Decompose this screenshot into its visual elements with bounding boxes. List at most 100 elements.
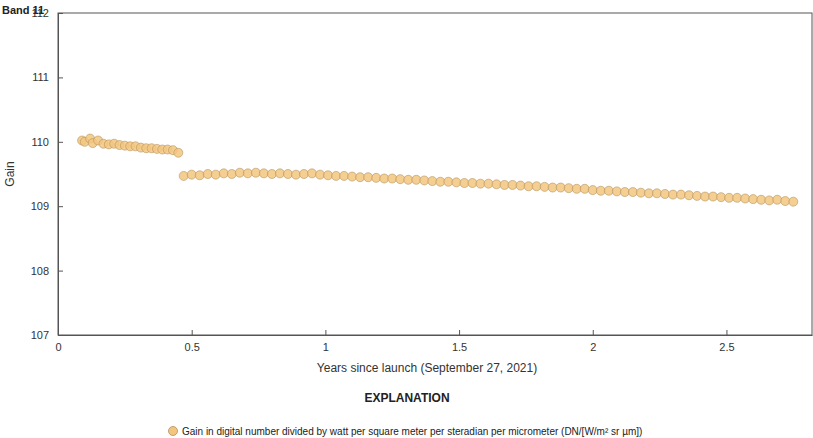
data-point [781, 197, 790, 206]
data-point [765, 196, 774, 205]
data-point [259, 169, 268, 178]
data-point [324, 171, 333, 180]
x-tick-label: 0.5 [185, 341, 200, 353]
x-tick: 1 [323, 330, 329, 353]
y-tick-label: 111 [32, 71, 49, 83]
data-point [660, 189, 669, 198]
data-point [195, 171, 204, 180]
data-point [219, 169, 228, 178]
legend: EXPLANATIONGain in digital number divide… [169, 391, 643, 437]
data-point [789, 197, 798, 206]
data-point [636, 188, 645, 197]
data-point [203, 170, 212, 179]
data-point [283, 170, 292, 179]
data-point [717, 193, 726, 202]
x-axis: 0 0.5 1 1.5 2 2.5 [55, 330, 812, 353]
data-point [428, 177, 437, 186]
x-tick-label: 2.5 [719, 341, 734, 353]
x-axis-title: Years since launch (September 27, 2021) [317, 361, 537, 375]
data-point [540, 182, 549, 191]
data-point [243, 169, 252, 178]
data-point [396, 175, 405, 184]
y-tick: 108 [31, 265, 63, 277]
data-point [187, 170, 196, 179]
data-point [340, 171, 349, 180]
data-point [652, 189, 661, 198]
data-point [468, 179, 477, 188]
data-point [291, 170, 300, 179]
chart: 00.511.522.5107108109110111112Band 11Gai… [0, 0, 813, 438]
data-point [452, 178, 461, 187]
x-tick-mark [593, 330, 594, 335]
data-point [420, 176, 429, 185]
data-point [179, 171, 188, 180]
y-tick-mark [58, 271, 63, 272]
x-tick-label: 1 [323, 341, 329, 353]
data-point [348, 172, 357, 181]
data-point [267, 170, 276, 179]
data-point [604, 186, 613, 195]
data-point [299, 170, 308, 179]
data-point [693, 191, 702, 200]
data-point [316, 170, 325, 179]
plot-area: 00.511.522.5107108109110111112 [31, 7, 813, 353]
data-point [412, 175, 421, 184]
y-tick-mark [58, 142, 63, 143]
data-point [372, 173, 381, 182]
x-tick: 0.5 [185, 330, 200, 353]
data-point [174, 148, 183, 157]
legend-title: EXPLANATION [364, 391, 449, 405]
data-point [251, 168, 260, 177]
y-tick-label: 110 [31, 136, 49, 148]
y-axis-title: Gain [3, 161, 17, 186]
y-tick: 111 [32, 71, 63, 83]
data-point [227, 170, 236, 179]
x-tick: 2.5 [719, 330, 734, 353]
data-point [676, 190, 685, 199]
x-tick-mark [325, 330, 326, 335]
data-point [484, 179, 493, 188]
data-point [580, 184, 589, 193]
x-tick-label: 2 [590, 341, 596, 353]
plot-frame [58, 13, 812, 335]
data-point [444, 177, 453, 186]
data-point [532, 182, 541, 191]
data-point [235, 168, 244, 177]
data-point [757, 195, 766, 204]
y-tick-mark [58, 77, 63, 78]
y-tick-label: 108 [31, 265, 49, 277]
y-axis-line [58, 14, 59, 336]
points [78, 134, 798, 206]
data-point [612, 187, 621, 196]
data-point [588, 186, 597, 195]
y-tick: 107 [31, 329, 63, 341]
y-tick: 109 [31, 200, 63, 212]
data-point [709, 192, 718, 201]
data-point [388, 174, 397, 183]
data-point [211, 170, 220, 179]
y-tick: 110 [31, 136, 63, 148]
x-tick: 1.5 [452, 330, 467, 353]
data-point [492, 180, 501, 189]
data-point [275, 169, 284, 178]
x-tick-mark [726, 330, 727, 335]
x-tick-label: 0 [55, 341, 61, 353]
data-point [741, 194, 750, 203]
legend-marker [169, 427, 178, 436]
y-tick-mark [58, 13, 63, 14]
chart-title: Band 11 [2, 4, 44, 16]
data-point [773, 195, 782, 204]
y-tick-label: 109 [31, 200, 49, 212]
data-point [556, 183, 565, 192]
data-point [364, 173, 373, 182]
data-point [685, 191, 694, 200]
y-tick-mark [58, 206, 63, 207]
x-axis-line [59, 335, 813, 336]
y-tick-mark [58, 335, 63, 336]
data-point [516, 181, 525, 190]
x-tick-mark [192, 330, 193, 335]
data-point [508, 180, 517, 189]
data-point [564, 184, 573, 193]
x-tick-mark [459, 330, 460, 335]
data-point [628, 188, 637, 197]
